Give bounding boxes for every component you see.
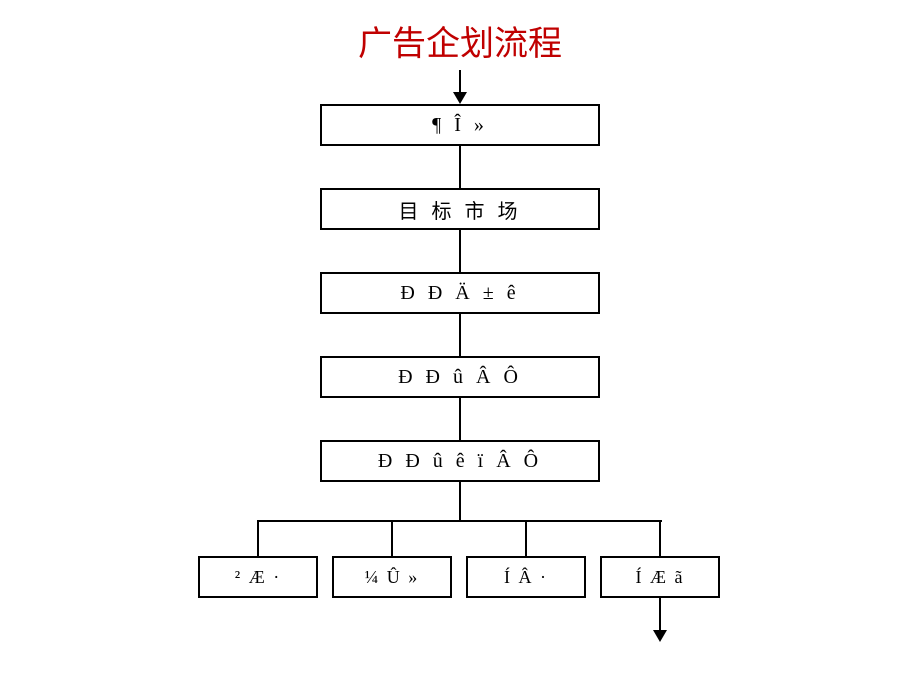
connector-v-1 bbox=[459, 230, 461, 272]
connector-v-3 bbox=[459, 398, 461, 440]
flowchart-canvas: 广告企划流程www.bdocx.com¶ Î »目 标 市 场Ð Ð Ä ± ê… bbox=[0, 0, 920, 690]
connector-drop-l2 bbox=[391, 520, 393, 556]
connector-v-4 bbox=[459, 482, 461, 520]
connector-v-2 bbox=[459, 314, 461, 356]
flow-leaf-l2: ¼ Û » bbox=[332, 556, 452, 598]
connector-end bbox=[659, 598, 661, 632]
connector-bus bbox=[258, 520, 662, 522]
flow-node-n3: Ð Ð Ä ± ê bbox=[320, 272, 600, 314]
connector-drop-l3 bbox=[525, 520, 527, 556]
flow-leaf-l4: Í Æ ã bbox=[600, 556, 720, 598]
flow-leaf-l3: Í Â · bbox=[466, 556, 586, 598]
connector-start bbox=[459, 70, 461, 94]
arrowhead-end bbox=[653, 630, 667, 642]
flow-node-n1: ¶ Î » bbox=[320, 104, 600, 146]
flow-node-n2: 目 标 市 场 bbox=[320, 188, 600, 230]
connector-v-0 bbox=[459, 146, 461, 188]
flow-leaf-l1: ² Æ · bbox=[198, 556, 318, 598]
connector-drop-l4 bbox=[659, 520, 661, 556]
flow-node-n4: Ð Ð û Â Ô bbox=[320, 356, 600, 398]
page-title: 广告企划流程 bbox=[0, 16, 920, 65]
flow-node-n5: Ð Ð û ê ï Â Ô bbox=[320, 440, 600, 482]
connector-drop-l1 bbox=[257, 520, 259, 556]
arrowhead-start bbox=[453, 92, 467, 104]
